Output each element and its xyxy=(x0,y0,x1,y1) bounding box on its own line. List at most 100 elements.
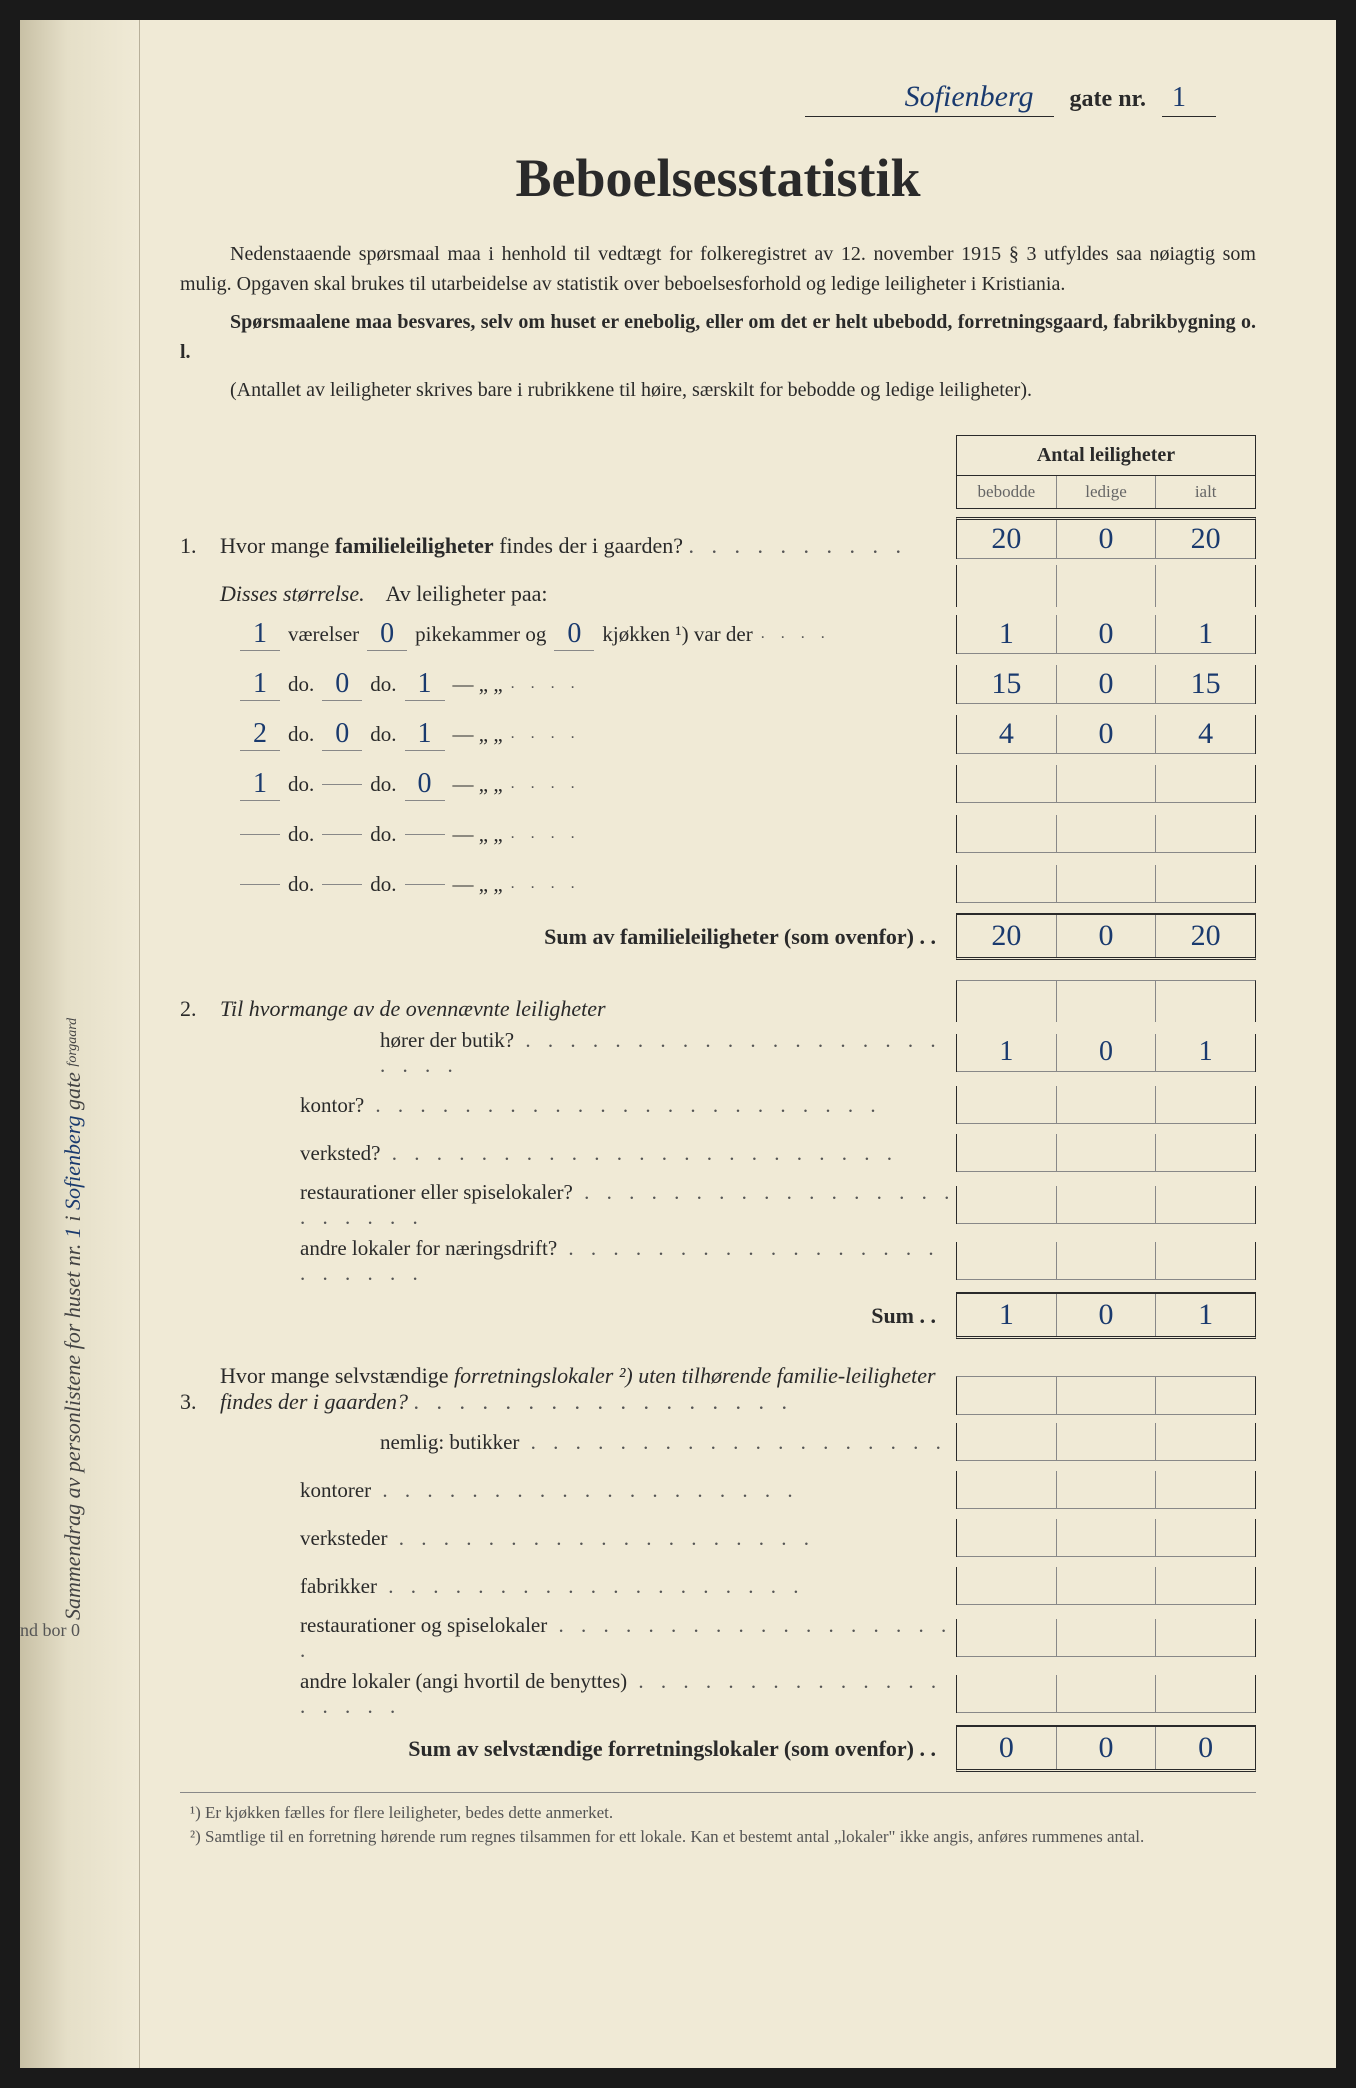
vaerelse-count xyxy=(240,884,280,885)
subtext: fabrikker . . . . . . . . . . . . . . . … xyxy=(300,1574,956,1599)
q1-num: 1. xyxy=(180,525,220,559)
q2-t: Til hvormange av de ovennævnte leilighet… xyxy=(220,996,606,1021)
label: do. xyxy=(370,872,396,897)
table-area: Antal leiligheter bebodde ledige ialt 1.… xyxy=(180,435,1256,1847)
q1-cells: 20 0 20 xyxy=(956,517,1256,559)
cell xyxy=(957,1134,1057,1172)
cells xyxy=(956,1567,1256,1605)
cell xyxy=(1057,1423,1157,1461)
q1-c: findes der i gaarden? xyxy=(494,533,683,558)
q1-sub-a: Disses størrelse. xyxy=(220,581,365,606)
q2-text: Til hvormange av de ovennævnte leilighet… xyxy=(220,992,956,1022)
q3-cells-top xyxy=(956,1376,1256,1415)
cell xyxy=(957,1186,1057,1224)
label: — „ „ xyxy=(453,672,503,697)
subtext: kontor? . . . . . . . . . . . . . . . . … xyxy=(300,1093,956,1118)
pikekammer-count: 0 xyxy=(322,668,362,701)
q3-b: forretningslokaler ²) xyxy=(454,1363,633,1388)
pikekammer-count xyxy=(322,834,362,835)
cell xyxy=(957,765,1057,803)
kjokken-count: 0 xyxy=(405,768,445,801)
gate-number: 1 xyxy=(1162,82,1216,117)
q3-c2 xyxy=(1057,1377,1157,1415)
cells: 1 0 1 xyxy=(956,1034,1256,1072)
q1-sub-b: Av leiligheter paa: xyxy=(385,581,547,606)
q1-sum-text: Sum av familieleiligheter (som ovenfor) … xyxy=(544,924,936,949)
dots: . . . . xyxy=(511,825,956,843)
dots: . . . . xyxy=(761,625,956,643)
cell: 0 xyxy=(1057,615,1157,654)
cell xyxy=(1057,1567,1157,1605)
q2-sum-text: Sum . . xyxy=(871,1303,936,1328)
cell xyxy=(957,1619,1057,1657)
intro-p2-text: Spørsmaalene maa besvares, selv om huset… xyxy=(180,311,1256,363)
cell xyxy=(957,1086,1057,1124)
q2-spacer xyxy=(956,980,1256,1022)
q3-c3 xyxy=(1156,1377,1255,1415)
q3-sum-cells: 0 0 0 xyxy=(956,1725,1256,1772)
cell xyxy=(957,1471,1057,1509)
q1-text: Hvor mange familieleiligheter findes der… xyxy=(220,529,956,559)
size-row: do. do. — „ „ . . . . xyxy=(180,863,1256,905)
cell xyxy=(1156,1471,1255,1509)
q2-subrow: andre lokaler for næringsdrift? . . . . … xyxy=(180,1236,1256,1286)
cell: 1 xyxy=(957,1034,1057,1072)
q2-subrow: kontor? . . . . . . . . . . . . . . . . … xyxy=(180,1084,1256,1126)
q2-subrow: hører der butik? . . . . . . . . . . . .… xyxy=(180,1028,1256,1078)
q3-row: 3. Hvor mange selvstændige forretningslo… xyxy=(180,1359,1256,1415)
q2-sum-cells: 1 0 1 xyxy=(956,1292,1256,1339)
label: do. xyxy=(370,822,396,847)
cell: 15 xyxy=(957,665,1057,704)
cell xyxy=(957,1675,1057,1713)
pikekammer-count xyxy=(322,784,362,785)
q3-subrow: fabrikker . . . . . . . . . . . . . . . … xyxy=(180,1565,1256,1607)
cell xyxy=(1156,1242,1255,1280)
side-text-num: 1 xyxy=(60,1227,85,1238)
dots: . . . . xyxy=(511,775,956,793)
q3-sum-label: Sum av selvstændige forretningslokaler (… xyxy=(180,1736,956,1762)
header-title: Antal leiligheter xyxy=(957,436,1255,476)
dots: . . . . . . . . . . . . . . . . . xyxy=(414,1389,794,1414)
corner-fragment: nd bor 0 xyxy=(20,1620,80,1641)
cell xyxy=(957,865,1057,903)
cells xyxy=(956,1619,1256,1657)
dots: . . . . xyxy=(511,875,956,893)
cell xyxy=(957,1567,1057,1605)
q1-c2: 0 xyxy=(1057,520,1157,559)
cell xyxy=(1057,1471,1157,1509)
cell xyxy=(1156,1086,1255,1124)
q1-c3: 20 xyxy=(1156,520,1255,559)
street-name: Sofienberg xyxy=(805,80,1054,117)
gate-label: gate nr. xyxy=(1070,86,1146,112)
subtext: hører der butik? . . . . . . . . . . . .… xyxy=(300,1028,956,1078)
q1-s2: 0 xyxy=(1057,915,1157,957)
cell xyxy=(957,1519,1057,1557)
cell xyxy=(1057,1619,1157,1657)
subtext: kontorer . . . . . . . . . . . . . . . .… xyxy=(300,1478,956,1503)
kjokken-count xyxy=(405,834,445,835)
cell: 0 xyxy=(1057,1034,1157,1072)
q3-sum-row: Sum av selvstændige forretningslokaler (… xyxy=(180,1725,1256,1772)
q3-s2: 0 xyxy=(1057,1727,1157,1769)
dots: . . . . xyxy=(511,725,956,743)
cell xyxy=(1156,1675,1255,1713)
pikekammer-count: 0 xyxy=(367,618,407,651)
label: do. xyxy=(288,722,314,747)
cells xyxy=(956,1186,1256,1224)
q3-subrow: restaurationer og spiselokaler . . . . .… xyxy=(180,1613,1256,1663)
cell xyxy=(1156,1519,1255,1557)
cells xyxy=(956,1242,1256,1280)
cell xyxy=(1057,1675,1157,1713)
q2-s1: 1 xyxy=(957,1294,1057,1336)
cell xyxy=(1156,765,1255,803)
size-cells: 4 0 4 xyxy=(956,715,1256,754)
kjokken-count xyxy=(405,884,445,885)
cell xyxy=(1057,1086,1157,1124)
cell: 4 xyxy=(1156,715,1255,754)
q1-b: familieleiligheter xyxy=(335,533,494,558)
vaerelse-count: 2 xyxy=(240,718,280,751)
header-line: Sofienberg gate nr. 1 xyxy=(180,80,1256,117)
cell xyxy=(1057,815,1157,853)
dots: . . . . xyxy=(511,675,956,693)
label: do. xyxy=(288,822,314,847)
